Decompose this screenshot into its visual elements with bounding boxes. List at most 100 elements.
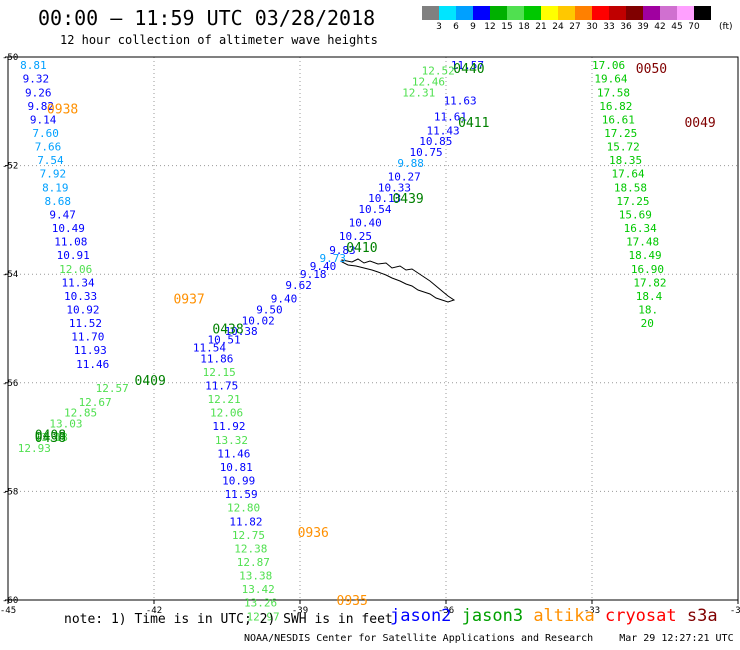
map-title: 00:00 – 11:59 UTC 03/28/2018 [38, 6, 376, 30]
wave-height-label: 10.91 [57, 249, 90, 262]
wave-height-label: 9.18 [300, 268, 327, 281]
wave-height-label: 13.32 [215, 434, 248, 447]
legend-entry: altika [533, 606, 605, 626]
colorbar-label: 3 [436, 22, 442, 32]
map-frame [7, 56, 739, 601]
wave-height-label: 17.25 [604, 127, 637, 140]
wave-height-label: 15.72 [607, 141, 640, 154]
pass-label: 0049 [684, 116, 715, 131]
wave-height-label: 16.90 [631, 263, 664, 276]
wave-height-label: 10.38 [225, 325, 258, 338]
colorbar-label: 27 [569, 22, 581, 32]
lon-tick-label: -33 [584, 606, 600, 616]
map-subtitle: 12 hour collection of altimeter wave hei… [60, 33, 378, 47]
wave-height-label: 11.34 [62, 276, 95, 289]
lon-tick-label: -42 [146, 606, 162, 616]
generated-timestamp: Mar 29 12:27:21 UTC 2018 [619, 633, 740, 644]
legend-entry: cryosat [604, 606, 687, 626]
wave-height-label: 10.27 [388, 170, 421, 183]
wave-height-label: 10.02 [242, 314, 275, 327]
wave-height-label: 12.97 [246, 610, 279, 623]
wave-height-label: 11.43 [427, 124, 460, 137]
wave-height-label: 9.50 [256, 303, 283, 316]
wave-height-label: 9.47 [49, 208, 76, 221]
wave-height-label: 8.68 [45, 195, 72, 208]
colorbar-label: 36 [620, 22, 632, 32]
wave-height-label: 16.61 [602, 113, 635, 126]
wave-height-label: 9.40 [310, 260, 337, 273]
wave-height-label: 17.64 [611, 168, 644, 181]
wave-height-label: 11.70 [71, 331, 104, 344]
wave-height-label: 10.40 [349, 217, 382, 230]
colorbar-swatch [439, 6, 456, 20]
wave-height-label: 17.48 [626, 236, 659, 249]
colorbar-label: 70 [688, 22, 700, 32]
wave-height-label: 9.88 [397, 157, 424, 170]
wave-height-label: 16.34 [624, 222, 657, 235]
wave-height-label: 10.85 [419, 135, 452, 148]
wave-height-label: 12.06 [59, 263, 92, 276]
track-0936: 11.8612.1511.7512.2112.0611.9213.3211.46… [200, 352, 279, 623]
wave-height-label: 10.99 [222, 475, 255, 488]
wave-height-label: 17.58 [597, 86, 630, 99]
wave-height-label: 19.64 [594, 73, 627, 86]
wave-height-label: 10.92 [66, 303, 99, 316]
wave-height-label: 20 [641, 317, 654, 330]
wave-height-label: 12.52 [422, 65, 455, 78]
pass-label: 0408 [35, 428, 66, 443]
colorbar-label: 42 [654, 22, 666, 32]
lat-tick-label: -60 [2, 596, 18, 606]
wave-height-label: 10.49 [52, 222, 85, 235]
wave-height-label: 12.80 [227, 502, 260, 515]
track-0050: 17.0619.6417.5816.8216.6117.2515.7218.35… [592, 59, 666, 330]
wave-height-label: 13.42 [242, 583, 275, 596]
wave-height-label: 9.62 [285, 279, 312, 292]
legend-entry: jason3 [461, 606, 534, 626]
pass-label: 0438 [35, 431, 66, 446]
map-axes: -45 -42 -39 -36 -33 -30 -50 -52 -54 -56 -58 -60 [0, 53, 740, 616]
colorbar-swatch [456, 6, 473, 20]
wave-height-label: 9.32 [23, 73, 49, 86]
wave-height-label: 7.66 [35, 141, 62, 154]
wave-height-label: 12.38 [234, 542, 267, 555]
colorbar-label: 24 [552, 22, 564, 32]
wave-height-label: 8.19 [42, 181, 69, 194]
wave-height-label: 10.51 [208, 333, 241, 346]
wave-height-label: 12.85 [64, 407, 97, 420]
wave-height-label: 18.49 [629, 249, 662, 262]
wave-height-label: 12.87 [237, 556, 270, 569]
colorbar-swatch [524, 6, 541, 20]
wave-height-label: 18. [638, 303, 658, 316]
wave-height-label: 11.08 [54, 236, 87, 249]
lat-tick-label: -54 [2, 270, 18, 280]
wave-height-label: 11.46 [217, 447, 250, 460]
wave-height-label: 12.57 [96, 382, 129, 395]
wave-height-label: 7.92 [40, 168, 66, 181]
wave-height-colorbar [422, 6, 711, 20]
wave-height-label: 12.15 [203, 366, 236, 379]
pass-label: 0411 [458, 116, 489, 131]
wave-height-label: 12.67 [79, 396, 112, 409]
pass-label: 0410 [346, 241, 377, 256]
credit-text: NOAA/NESDIS Center for Satellite Applica… [244, 633, 594, 644]
wave-height-label: 17.25 [616, 195, 649, 208]
colorbar-label: 30 [586, 22, 598, 32]
wave-height-label: 13.38 [239, 570, 272, 583]
footer-note: note: 1) Time is in UTC; 2) SWH is in fe… [64, 612, 393, 627]
lat-tick-label: -58 [2, 487, 18, 497]
colorbar-swatch [609, 6, 626, 20]
colorbar-label: 9 [470, 22, 476, 32]
wave-height-label: 17.06 [592, 59, 625, 72]
lon-tick-label: -36 [438, 606, 454, 616]
wave-height-label: 11.92 [212, 420, 245, 433]
pass-label: 0440 [453, 62, 484, 77]
pass-label: 0936 [298, 526, 329, 541]
track-0938: 8.819.329.269.829.147.607.667.547.928.19… [20, 59, 109, 371]
altimeter-tracks: 8.819.329.269.829.147.607.667.547.928.19… [18, 59, 667, 623]
lon-tick-label: -30 [730, 606, 740, 616]
colorbar-swatch [507, 6, 524, 20]
wave-height-label: 11.63 [444, 94, 477, 107]
colorbar-swatch [592, 6, 609, 20]
wave-height-label: 10.25 [339, 230, 372, 243]
